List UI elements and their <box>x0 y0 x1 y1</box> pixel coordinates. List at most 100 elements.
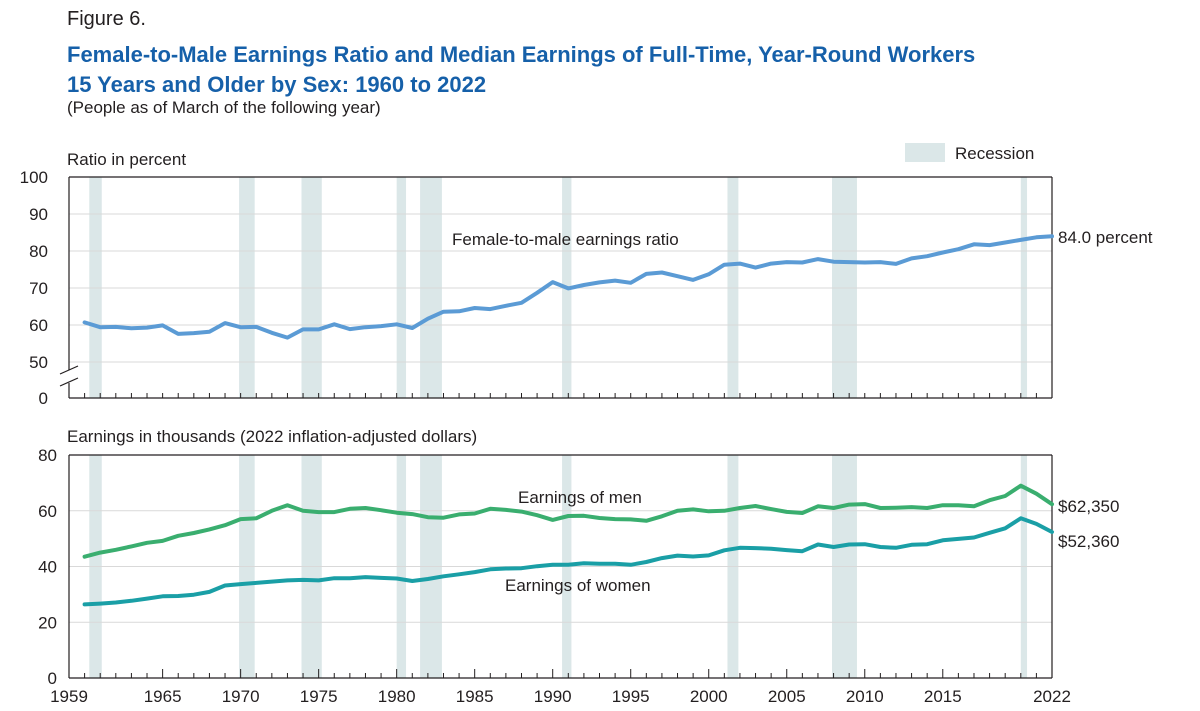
x-tick-label: 1990 <box>534 687 572 706</box>
ratio-point <box>567 287 570 290</box>
ratio-point <box>863 261 866 264</box>
ratio-point <box>723 263 726 266</box>
ratio-point <box>442 310 445 313</box>
y-tick-label: 100 <box>20 168 48 187</box>
ratio-point <box>520 302 523 304</box>
women-earnings-point <box>146 597 148 600</box>
women-earnings-point <box>302 579 304 581</box>
ratio-point <box>1035 236 1038 239</box>
ratio-point <box>364 326 367 329</box>
men-earnings-point <box>551 519 554 521</box>
men-earnings-point <box>536 514 538 517</box>
ratio-point <box>988 244 991 246</box>
women-earnings-point <box>130 599 133 602</box>
women-earnings-point <box>161 595 164 598</box>
ratio-panel: Ratio in percent 100 90 80 70 60 50 0 Female-t… <box>20 150 1153 408</box>
women-earnings-point <box>271 580 273 583</box>
ratio-point <box>817 258 819 260</box>
men-earnings-point <box>442 516 445 519</box>
x-tick-label: 1980 <box>378 687 416 706</box>
women-earnings-point <box>754 547 757 549</box>
ratio-point <box>115 326 117 328</box>
men-earnings-point <box>505 509 507 511</box>
women-earnings-point <box>801 550 804 552</box>
men-earnings-point <box>489 507 492 510</box>
women-earnings-point <box>1004 527 1006 530</box>
women-earnings-point <box>177 595 180 597</box>
women-earnings-point <box>692 555 694 558</box>
women-earnings-point <box>1035 523 1038 525</box>
ratio-point <box>676 275 679 277</box>
women-earnings-point <box>505 567 507 570</box>
men-earnings-point <box>895 506 897 509</box>
men-line-label: Earnings of men <box>518 488 642 507</box>
ratio-point <box>380 325 382 327</box>
men-earnings-point <box>255 517 258 520</box>
y-tick-label: 0 <box>39 389 48 408</box>
figure-title: Female-to-Male Earnings Ratio and Median… <box>67 40 1177 100</box>
men-earnings-point <box>973 505 975 508</box>
earnings-y-ticks: 80 60 40 20 0 <box>38 446 57 688</box>
men-earnings-point <box>286 504 289 506</box>
ratio-point <box>224 322 226 324</box>
men-earnings-point <box>239 518 242 520</box>
men-earnings-point <box>848 503 850 506</box>
women-earnings-point <box>239 583 242 585</box>
men-earnings-point <box>879 507 882 509</box>
women-earnings-point <box>317 579 320 582</box>
men-earnings-point <box>801 512 804 514</box>
ratio-point <box>161 324 164 327</box>
women-earnings-point <box>817 543 819 546</box>
men-earnings-point <box>1035 492 1038 495</box>
x-tick-label: 1965 <box>144 687 182 706</box>
ratio-point <box>832 260 835 263</box>
x-tick-label: 1970 <box>222 687 260 706</box>
women-earnings-point <box>536 565 538 568</box>
women-end-label: $52,360 <box>1058 532 1119 551</box>
men-earnings-point <box>941 504 944 506</box>
ratio-point <box>427 317 429 320</box>
figure-label: Figure 6. <box>67 8 146 30</box>
men-earnings-point <box>208 528 211 531</box>
ratio-series <box>82 234 1054 340</box>
y-tick-label: 80 <box>29 242 48 261</box>
men-earnings-point <box>1004 495 1006 497</box>
men-earnings-point <box>130 545 133 548</box>
men-earnings-point <box>161 540 164 542</box>
ratio-end-label: 84.0 percent <box>1058 228 1153 247</box>
ratio-point <box>146 326 148 329</box>
men-earnings-point <box>83 555 86 558</box>
men-earnings-point <box>317 511 320 513</box>
women-earnings-point <box>661 557 663 559</box>
ratio-point <box>895 263 897 265</box>
women-line-label: Earnings of women <box>505 576 651 595</box>
women-earnings-point <box>208 591 211 593</box>
women-earnings-point <box>255 582 258 584</box>
men-earnings-point <box>99 551 102 554</box>
women-earnings-point <box>489 568 492 571</box>
men-earnings-point <box>614 518 616 520</box>
x-tick-label: 1995 <box>612 687 650 706</box>
ratio-point <box>193 332 195 334</box>
earnings-frame <box>68 454 1053 679</box>
women-earnings-point <box>739 547 741 549</box>
ratio-point <box>551 281 554 283</box>
men-earnings-point <box>1051 503 1053 505</box>
ratio-point <box>754 266 757 269</box>
women-earnings-point <box>1051 531 1053 533</box>
ratio-point <box>926 255 928 257</box>
x-tick-label: 2005 <box>768 687 806 706</box>
men-earnings-point <box>349 507 351 510</box>
women-earnings-point <box>567 564 570 566</box>
women-earnings-point <box>349 577 351 580</box>
earnings-ylabel: Earnings in thousands (2022 inflation-ad… <box>67 427 477 446</box>
women-earnings-point <box>723 549 726 552</box>
men-earnings-point <box>473 512 476 515</box>
men-earnings-point <box>146 542 148 544</box>
y-tick-label: 80 <box>38 446 57 465</box>
women-earnings-point <box>115 601 117 604</box>
x-tick-label: 1985 <box>456 687 494 706</box>
ratio-point <box>177 333 180 335</box>
men-earnings-point <box>520 510 523 513</box>
women-earnings-point <box>427 578 429 580</box>
